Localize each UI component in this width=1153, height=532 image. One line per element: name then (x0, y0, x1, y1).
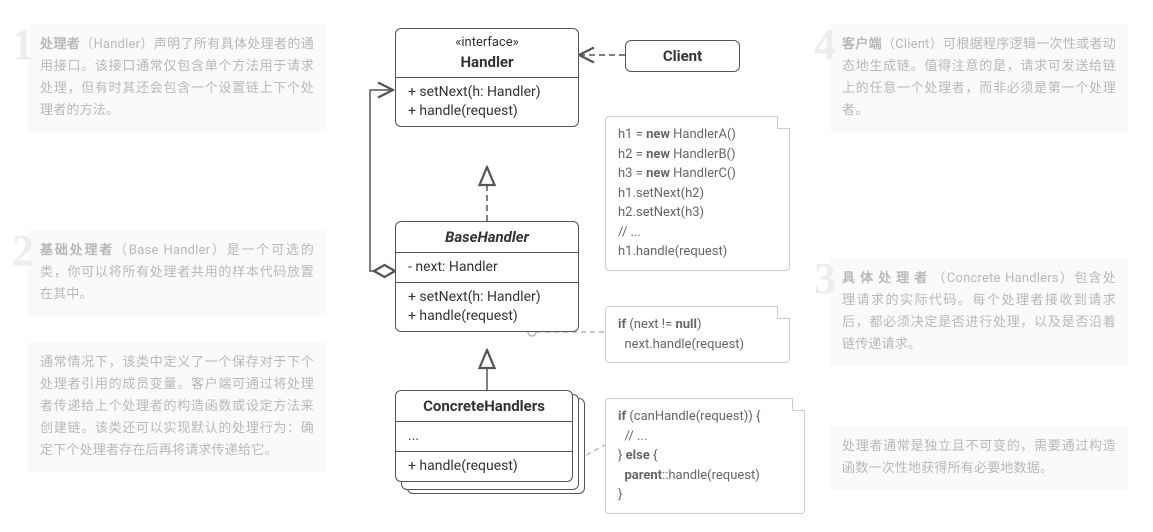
handler-method-1: + handle(request) (408, 102, 566, 121)
note-4: 4 客户端（Client）可根据程序逻辑一次性或者动态地生成链。值得注意的是，请… (830, 24, 1128, 132)
uml-client: Client (625, 40, 740, 72)
note-2a: 2 基础处理者（Base Handler）是一个可选的类，你可以将所有处理者共用… (28, 230, 326, 316)
note-2-english: （Base Handler） (114, 243, 227, 258)
code-text: h2 = (618, 147, 646, 162)
code-text: (next != (626, 317, 675, 332)
note-2-number: 2 (12, 214, 34, 289)
basehandler-name: BaseHandler (445, 228, 529, 246)
note-2b: 通常情况下，该类中定义了一个保存对于下个处理者引用的成员变量。客户端可通过将处理… (28, 342, 326, 472)
code-text: h2.setNext(h3) (618, 203, 777, 223)
concrete-code: if (canHandle(request)) { // ... } else … (605, 398, 805, 514)
code-text: ::handle(request) (662, 468, 760, 483)
code-text: } (618, 448, 626, 463)
note-3-english: （Concrete Handlers） (933, 271, 1075, 286)
note-1-title: 处理者 (40, 37, 80, 52)
code-kw: new (646, 147, 670, 162)
code-text: HandlerC() (670, 166, 736, 181)
note-3b: 处理者通常是独立且不可变的，需要通过构造函数一次性地获得所有必要地数据。 (830, 426, 1128, 490)
note-2b-body: 通常情况下，该类中定义了一个保存对于下个处理者引用的成员变量。客户端可通过将处理… (40, 355, 314, 458)
code-text: } (618, 485, 792, 505)
code-text: (canHandle(request)) { (626, 409, 760, 424)
code-text: HandlerB() (670, 147, 736, 162)
code-kw: new (646, 127, 670, 142)
basehandler-field-0: - next: Handler (408, 258, 566, 277)
basehandler-method-0: + setNext(h: Handler) (408, 288, 566, 307)
base-code: if (next != null) next.handle(request) (605, 306, 790, 363)
code-text: HandlerA() (670, 127, 736, 142)
code-kw: new (646, 166, 670, 181)
note-4-number: 4 (814, 8, 836, 83)
code-kw: else (626, 448, 650, 463)
code-kw: null (675, 317, 696, 332)
code-text: // ... (618, 223, 777, 243)
note-3-title: 具体处理者 (842, 271, 933, 286)
code-text: h3 = (618, 166, 646, 181)
note-1: 1 处理者（Handler）声明了所有具体处理者的通用接口。该接口通常仅包含单个… (28, 24, 326, 132)
concrete-method-0: + handle(request) (408, 457, 560, 476)
note-3a: 3 具体处理者（Concrete Handlers）包含处理请求的实际代码。每个… (830, 258, 1128, 366)
uml-basehandler: BaseHandler - next: Handler + setNext(h:… (395, 221, 579, 332)
handler-method-0: + setNext(h: Handler) (408, 83, 566, 102)
note-2-title: 基础处理者 (40, 243, 114, 258)
uml-concrete: ConcreteHandlers ... + handle(request) (395, 390, 573, 482)
client-code: h1 = new HandlerA() h2 = new HandlerB() … (605, 116, 790, 271)
note-4-title: 客户端 (842, 37, 882, 52)
handler-stereotype: «interface» (408, 34, 566, 52)
code-text: h1.setNext(h2) (618, 184, 777, 204)
concrete-field-0: ... (408, 427, 560, 446)
code-text: ) (697, 317, 702, 332)
concrete-name: ConcreteHandlers (423, 397, 545, 415)
code-kw: parent (624, 468, 662, 483)
handler-name: Handler (460, 53, 513, 71)
code-text: { (650, 448, 658, 463)
note-1-number: 1 (12, 8, 34, 83)
client-name: Client (663, 47, 702, 65)
uml-handler: «interface» Handler + setNext(h: Handler… (395, 28, 579, 127)
basehandler-method-1: + handle(request) (408, 307, 566, 326)
note-1-english: （Handler） (80, 37, 154, 52)
code-text: h1 = (618, 127, 646, 142)
note-3b-body: 处理者通常是独立且不可变的，需要通过构造函数一次性地获得所有必要地数据。 (842, 439, 1116, 476)
code-kw: if (618, 317, 626, 332)
note-3-number: 3 (814, 242, 836, 317)
note-4-english: （Client） (882, 37, 943, 52)
code-kw: if (618, 409, 626, 424)
code-text: // ... (618, 427, 792, 447)
code-text: h1.handle(request) (618, 242, 777, 262)
code-text: next.handle(request) (618, 335, 777, 355)
